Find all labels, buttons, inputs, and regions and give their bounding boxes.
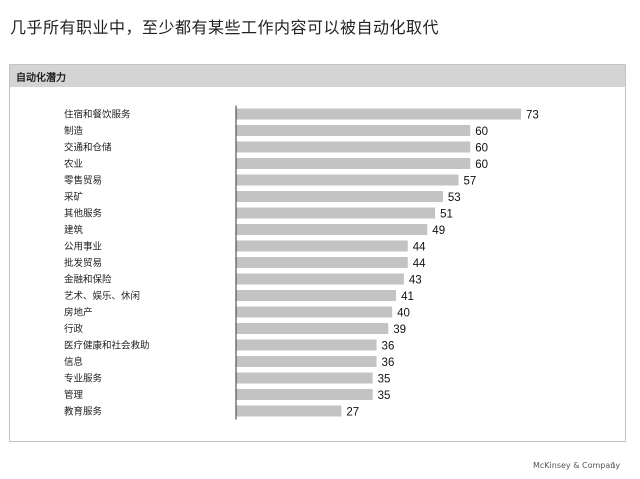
category-label: 金融和保险: [64, 274, 112, 286]
bar: [236, 372, 373, 384]
bar: [236, 125, 471, 136]
value-label: 36: [382, 341, 395, 353]
panel-title: 自动化潜力: [16, 73, 66, 84]
bar: [236, 339, 377, 351]
bar: [236, 191, 443, 202]
category-label: 建筑: [64, 224, 84, 236]
bar: [236, 174, 459, 186]
category-label: 艺术、娱乐、休闲: [64, 290, 140, 302]
bar: [236, 141, 471, 153]
bar: [236, 306, 393, 318]
category-label: 行政: [64, 323, 84, 335]
category-label: 批发贸易: [64, 257, 102, 269]
category-label: 交通和仓储: [64, 142, 112, 154]
bar: [236, 257, 408, 268]
value-label: 39: [393, 324, 406, 336]
category-label: 采矿: [64, 191, 84, 203]
value-label: 36: [382, 357, 395, 369]
bar: [236, 108, 521, 120]
value-label: 60: [475, 143, 488, 155]
bar: [236, 273, 404, 285]
value-label: 60: [475, 126, 488, 138]
category-label: 管理: [64, 389, 84, 401]
footer-brand: McKinsey & Company: [533, 461, 621, 470]
category-label: 住宿和餐饮服务: [64, 109, 131, 121]
category-label: 制造: [64, 125, 84, 137]
category-label: 公用事业: [64, 241, 102, 253]
value-label: 57: [464, 176, 477, 188]
value-label: 35: [378, 390, 391, 402]
category-label: 零售贸易: [64, 175, 102, 187]
bar: [236, 290, 397, 301]
category-label: 教育服务: [64, 406, 103, 418]
value-label: 40: [397, 308, 410, 320]
bar: [236, 207, 436, 219]
value-label: 51: [440, 209, 453, 221]
value-label: 27: [346, 407, 359, 419]
page-number: 1: [611, 461, 617, 470]
category-label: 专业服务: [64, 373, 103, 385]
bar: [236, 158, 471, 169]
bar: [236, 323, 389, 334]
page-title: 几乎所有职业中，至少都有某些工作内容可以被自动化取代: [10, 18, 440, 37]
value-label: 60: [475, 159, 488, 171]
category-label: 房地产: [64, 307, 93, 319]
bar: [236, 240, 408, 252]
bar: [236, 389, 373, 400]
bar: [236, 405, 342, 417]
value-label: 41: [401, 291, 414, 303]
value-label: 35: [378, 374, 391, 386]
value-label: 44: [413, 242, 426, 254]
category-label: 信息: [64, 356, 83, 368]
panel-header: 自动化潜力: [10, 65, 625, 87]
category-label: 医疗健康和社会救助: [64, 340, 150, 352]
category-label: 农业: [64, 158, 83, 170]
value-label: 49: [432, 225, 445, 237]
bar: [236, 224, 428, 235]
value-label: 43: [409, 275, 422, 287]
value-label: 53: [448, 192, 461, 204]
bar: [236, 356, 377, 367]
category-label: 其他服务: [64, 208, 103, 220]
value-label: 73: [526, 110, 539, 122]
value-label: 44: [413, 258, 426, 270]
